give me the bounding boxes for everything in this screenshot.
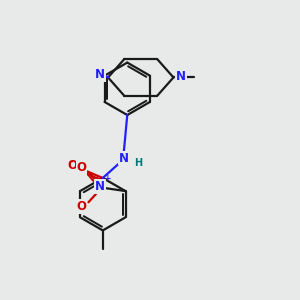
Text: N: N — [95, 180, 105, 193]
Text: O: O — [67, 159, 77, 172]
Text: N: N — [176, 70, 186, 83]
Text: H: H — [134, 158, 142, 168]
Text: +: + — [104, 174, 112, 183]
Text: -: - — [68, 156, 73, 167]
Text: N: N — [95, 68, 105, 81]
Text: O: O — [76, 200, 86, 213]
Text: N: N — [119, 152, 129, 164]
Text: O: O — [76, 161, 86, 174]
